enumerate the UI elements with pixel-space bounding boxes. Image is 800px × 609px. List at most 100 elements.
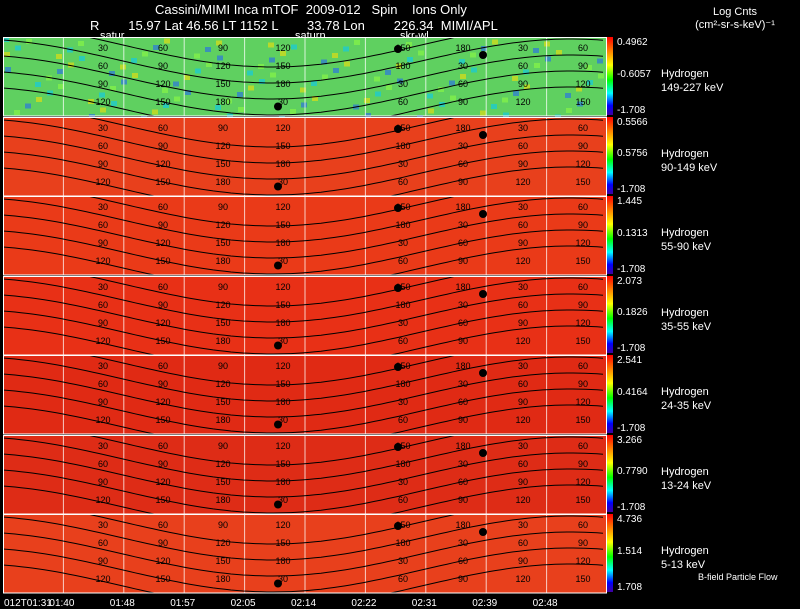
- energy-label: 90-149 keV: [661, 161, 718, 174]
- contour-label: 120: [95, 495, 110, 505]
- noise-cell: [56, 54, 62, 59]
- contour-label: 180: [395, 220, 410, 230]
- flow-marker: [394, 522, 402, 530]
- contour-label: 120: [155, 397, 170, 407]
- colorbar-2: [607, 196, 613, 274]
- contour-label: 30: [518, 202, 528, 212]
- contour-label: 30: [518, 441, 528, 451]
- noise-cell: [227, 113, 233, 117]
- time-tick-label: 01:40: [49, 598, 75, 609]
- contour-label: 120: [95, 574, 110, 584]
- contour-label: 150: [275, 300, 290, 310]
- contour-label: 120: [155, 556, 170, 566]
- noise-cell: [152, 109, 158, 115]
- contour-line: [85, 116, 460, 147]
- contour-line: [3, 452, 604, 497]
- noise-cell: [491, 104, 497, 109]
- colorbar-3: [607, 275, 613, 353]
- contour-label: 60: [158, 43, 168, 53]
- noise-cell: [322, 74, 328, 80]
- noise-cell: [36, 97, 42, 102]
- contour-line: [85, 196, 460, 227]
- noise-cell: [248, 85, 254, 91]
- contour-label: 90: [98, 159, 108, 169]
- contour-label: 120: [95, 256, 110, 266]
- contour-label: 120: [275, 520, 290, 530]
- noise-cell: [492, 39, 498, 45]
- contour-label: 150: [215, 556, 230, 566]
- noise-cell: [481, 46, 487, 51]
- contour-label: 120: [515, 415, 530, 425]
- species-label: Hydrogen: [661, 545, 709, 557]
- contour-line: [3, 38, 604, 84]
- contour-label: 150: [155, 336, 170, 346]
- contour-label: 90: [578, 538, 588, 548]
- contour-label: 60: [578, 123, 588, 133]
- noise-cell: [470, 52, 476, 58]
- flow-marker: [274, 420, 282, 429]
- contour-label: 120: [515, 97, 530, 107]
- contour-label: 120: [155, 79, 170, 89]
- contour-label: 150: [215, 238, 230, 248]
- panel-border: [3, 37, 607, 117]
- colorbar-value-cmid: 0.5756: [617, 148, 648, 160]
- contour-label: 60: [158, 123, 168, 133]
- noise-cell: [386, 85, 392, 90]
- contour-label: 180: [275, 477, 290, 487]
- contour-line: [3, 197, 604, 243]
- time-tick-label: 02:31: [411, 598, 437, 609]
- flow-marker: [394, 204, 402, 212]
- contour-line: [3, 515, 604, 561]
- contour-line: [3, 54, 604, 100]
- noise-cell: [185, 90, 191, 95]
- noise-cell: [78, 41, 84, 46]
- contour-label: 180: [455, 520, 470, 530]
- colorbar-value-cmin: -1.708: [617, 263, 646, 275]
- contour-label: 180: [395, 61, 410, 71]
- contour-line: [3, 547, 604, 593]
- time-tick-label: 02:22: [351, 598, 377, 609]
- noise-cell: [449, 80, 455, 86]
- contour-label: 150: [275, 61, 290, 71]
- contour-label: 150: [395, 123, 410, 133]
- noise-cell: [14, 110, 20, 115]
- contour-label: 90: [578, 379, 588, 389]
- energy-label: 55-90 keV: [661, 241, 712, 253]
- contour-label: 150: [155, 574, 170, 584]
- contour-line: [3, 436, 604, 481]
- panel-label-5: Hydrogen 13-24 keV: [661, 465, 711, 493]
- contour-line: [3, 293, 604, 338]
- flow-marker: [274, 500, 282, 508]
- contour-label: 120: [215, 538, 230, 548]
- panel-svg-0: 30 60 90 120 60 90 120 150 90 120 150 180 120 150 180 3…: [3, 37, 607, 117]
- contour-label: 90: [158, 300, 168, 310]
- contour-label: 90: [98, 477, 108, 487]
- contour-label: 120: [155, 159, 170, 169]
- noise-cell: [343, 46, 349, 52]
- contour-label: 90: [518, 556, 528, 566]
- energy-label: 35-55 keV: [661, 320, 712, 333]
- noise-cell: [577, 101, 583, 107]
- noise-cell: [311, 81, 317, 86]
- flow-marker: [394, 442, 402, 451]
- contour-label: 30: [398, 318, 408, 328]
- colorbar-value-cmin: -1.708: [617, 343, 646, 354]
- noise-cell: [89, 114, 95, 117]
- contour-line: [3, 356, 604, 402]
- noise-cell: [598, 73, 604, 79]
- contour-label: 90: [458, 256, 468, 266]
- noise-cell: [99, 92, 105, 98]
- contour-label: 180: [455, 123, 470, 133]
- flow-marker: [394, 45, 402, 53]
- contour-label: 90: [218, 43, 228, 53]
- noise-cell: [142, 51, 148, 57]
- spectrogram-panel-6: 30 60 90 120 60 90 120 150 90 120 150 180 120 150 180 3…: [3, 514, 607, 594]
- colorbar-4: [607, 355, 613, 433]
- contour-label: 120: [275, 202, 290, 212]
- contour-label: 150: [395, 520, 410, 530]
- contour-label: 150: [155, 177, 170, 187]
- panel-label-3: Hydrogen 35-55 keV: [661, 306, 711, 334]
- contour-label: 120: [515, 177, 530, 187]
- spectrogram-panel-1: 30 60 90 120 60 90 120 150 90 120 150 180 120 150 180 3…: [3, 116, 607, 196]
- noise-cell: [374, 76, 380, 82]
